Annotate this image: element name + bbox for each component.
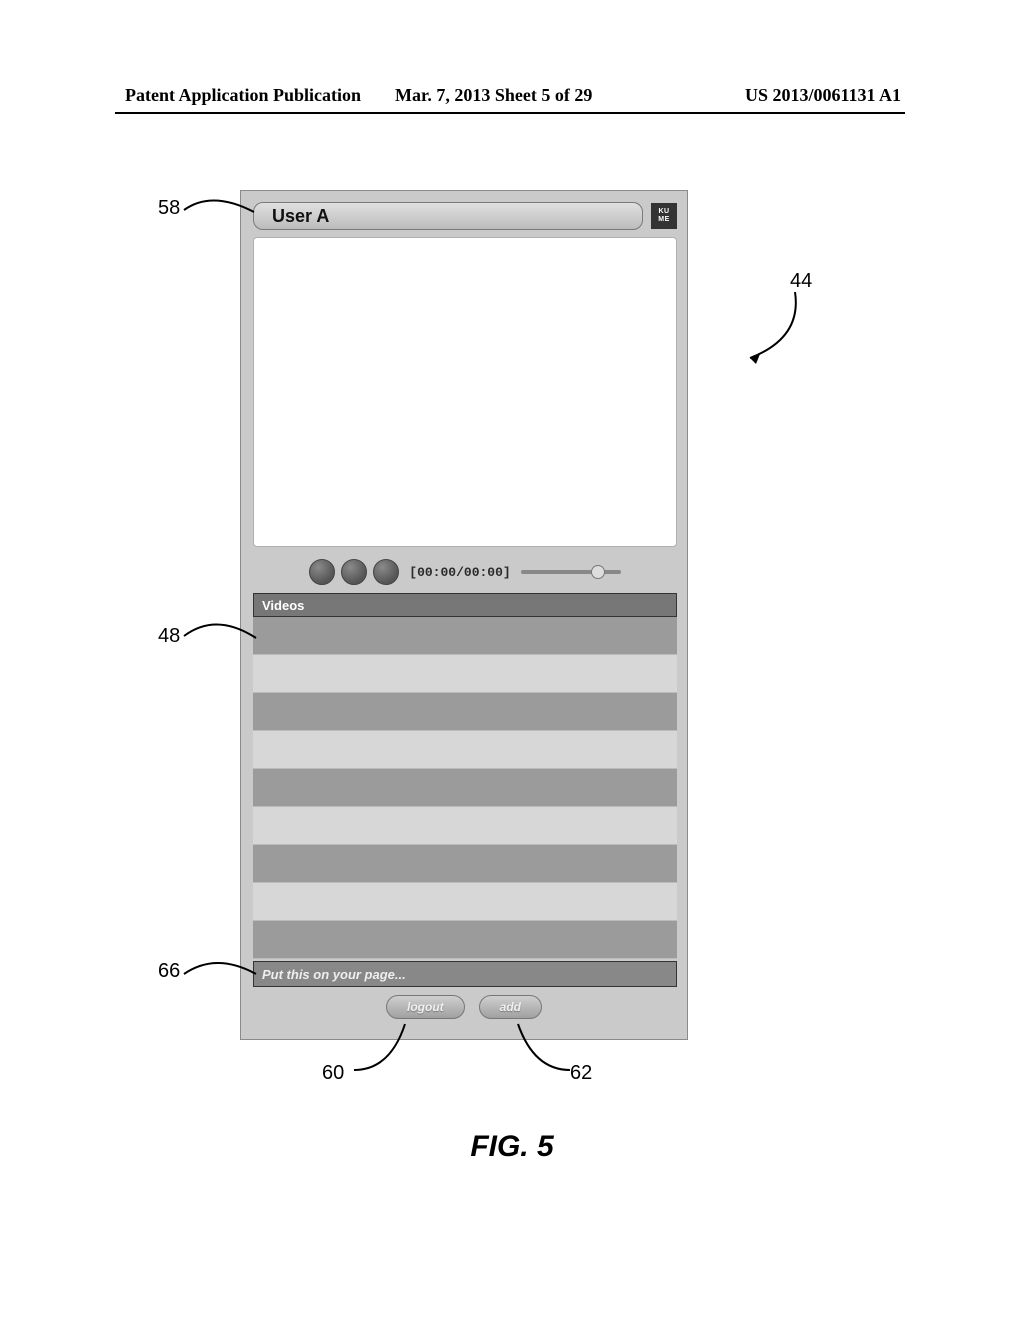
prev-button[interactable]	[309, 559, 335, 585]
playback-controls: [00:00/00:00]	[253, 553, 677, 591]
videos-header-label: Videos	[262, 598, 304, 613]
video-list	[253, 617, 677, 959]
list-item[interactable]	[253, 731, 677, 769]
user-name-text: User A	[272, 206, 329, 227]
user-label-bar: User A	[253, 202, 643, 230]
pub-right: US 2013/0061131 A1	[745, 85, 901, 106]
list-item[interactable]	[253, 921, 677, 959]
next-button[interactable]	[373, 559, 399, 585]
lead-62	[510, 1020, 580, 1075]
pub-mid: Mar. 7, 2013 Sheet 5 of 29	[395, 85, 592, 106]
list-item[interactable]	[253, 693, 677, 731]
bottom-button-row: logout add	[241, 995, 687, 1019]
video-display-area	[253, 237, 677, 547]
logo-line-2: ME	[658, 216, 670, 224]
time-counter: [00:00/00:00]	[409, 565, 510, 580]
list-item[interactable]	[253, 883, 677, 921]
ref-60: 60	[322, 1062, 344, 1085]
add-button[interactable]: add	[479, 995, 542, 1019]
list-item[interactable]	[253, 655, 677, 693]
lead-44	[740, 288, 810, 368]
header-rule	[115, 112, 905, 114]
play-button[interactable]	[341, 559, 367, 585]
lead-66	[182, 956, 267, 986]
list-item[interactable]	[253, 845, 677, 883]
lead-60	[350, 1020, 420, 1075]
lead-48	[182, 616, 267, 650]
ref-66: 66	[158, 960, 180, 983]
seek-thumb[interactable]	[591, 565, 605, 579]
embed-input-bar[interactable]: Put this on your page...	[253, 961, 677, 987]
list-item[interactable]	[253, 769, 677, 807]
list-item[interactable]	[253, 807, 677, 845]
logout-button[interactable]: logout	[386, 995, 465, 1019]
seek-slider[interactable]	[521, 566, 621, 578]
ref-58: 58	[158, 197, 180, 220]
lead-58	[182, 196, 267, 224]
ref-48: 48	[158, 625, 180, 648]
pub-left: Patent Application Publication	[125, 85, 361, 106]
media-widget-panel: User A KU ME [00:00/00:00] Videos Put th…	[240, 190, 688, 1040]
figure-caption: FIG. 5	[0, 1130, 1024, 1164]
seek-track	[521, 570, 621, 574]
videos-header-bar: Videos	[253, 593, 677, 617]
logo-line-1: KU	[658, 208, 669, 216]
logout-label: logout	[407, 1000, 444, 1014]
topbar-row: User A KU ME	[253, 201, 677, 231]
embed-placeholder: Put this on your page...	[262, 967, 406, 982]
app-logo-icon: KU ME	[651, 203, 677, 229]
list-item[interactable]	[253, 617, 677, 655]
add-label: add	[500, 1000, 521, 1014]
